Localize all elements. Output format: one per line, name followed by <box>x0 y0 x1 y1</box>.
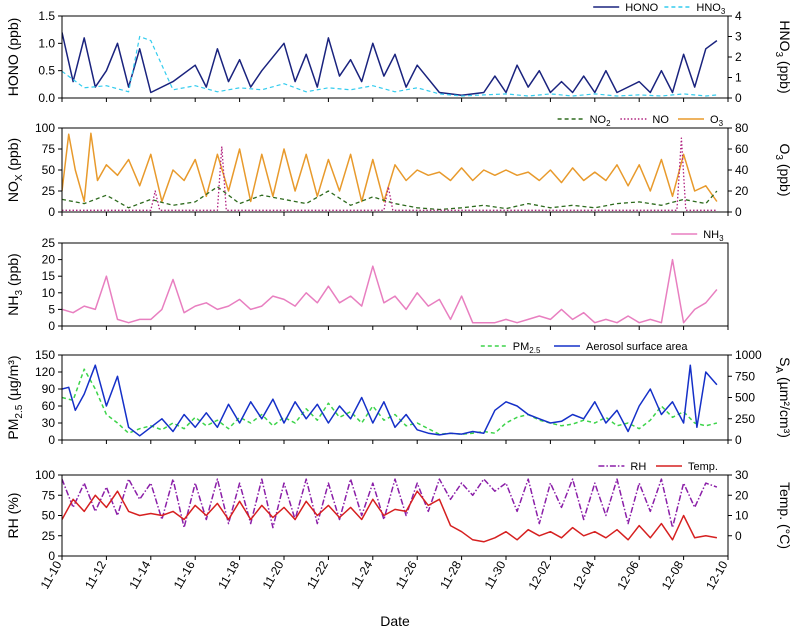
panel-4-legend-label-1: Temp. <box>688 461 718 473</box>
panel-0-left-tick-label-3: 1.5 <box>38 9 55 23</box>
x-tick-label-0: 11-10 <box>38 558 65 591</box>
panel-0-series-1-line <box>62 35 717 97</box>
panel-2-left-tick-label-1: 5 <box>48 302 55 316</box>
x-tick-label-14: 12-08 <box>659 558 687 592</box>
panel-3-left-tick-label-0: 0 <box>48 433 55 447</box>
x-tick-label-1: 11-12 <box>82 558 109 591</box>
panel-3-left-tick-label-3: 90 <box>42 382 56 396</box>
x-axis-label: Date <box>380 613 410 629</box>
panel-2-series-0-line <box>62 258 718 324</box>
panel-3-legend-label-1: Aerosol surface area <box>586 341 688 353</box>
x-tick-label-10: 11-30 <box>482 558 509 591</box>
panel-1-left-tick-label-0: 0 <box>48 205 55 219</box>
panel-4-left-tick-label-1: 25 <box>42 529 56 543</box>
panel-1-left-tick-label-2: 50 <box>42 163 56 177</box>
panel-2-left-tick-label-3: 15 <box>42 269 56 283</box>
panel-0-right-axis-label: HNO3 (ppb) <box>773 20 793 93</box>
x-tick-label-2: 11-14 <box>126 558 153 591</box>
panel-4-right-tick-label-1: 10 <box>735 509 749 523</box>
panel-4-right-tick-label-2: 20 <box>735 488 749 502</box>
panel-4-left-axis-label: RH (%) <box>5 493 21 539</box>
panel-1-left-tick-label-1: 25 <box>42 184 56 198</box>
panel-1-series-1-line <box>62 186 718 211</box>
panel-2-frame <box>61 242 729 327</box>
panel-3-left-tick-label-4: 120 <box>35 365 55 379</box>
panel-2-left-tick-label-0: 0 <box>48 319 55 333</box>
x-tick-label-9: 11-28 <box>437 558 464 591</box>
panel-1-legend-label-2: O3 <box>710 114 724 128</box>
panel-3-right-tick-label-0: 0 <box>735 433 742 447</box>
x-tick-label-13: 12-06 <box>614 558 642 592</box>
panel-0-right-tick-label-0: 0 <box>735 91 742 105</box>
panel-4-left-tick-label-0: 0 <box>48 549 55 563</box>
panel-0-left-tick-label-2: 1.0 <box>38 36 55 50</box>
panel-3-right-tick-label-3: 750 <box>735 369 755 383</box>
panel-1-right-tick-label-0: 0 <box>735 205 742 219</box>
x-tick-label-7: 11-24 <box>348 558 375 591</box>
panel-3-series-1-line <box>62 364 718 437</box>
panel-1-series-0-line <box>62 132 718 203</box>
panel-0-right-tick-label-4: 4 <box>735 9 742 23</box>
panel-4-left-tick-label-4: 100 <box>35 468 55 482</box>
x-tick-label-3: 11-16 <box>171 558 198 591</box>
panel-3-left-tick-label-1: 30 <box>42 416 56 430</box>
x-tick-label-4: 11-18 <box>215 558 242 591</box>
panel-0-legend-label-1: HNO3 <box>696 2 725 16</box>
panel-1-right-tick-label-4: 80 <box>735 121 749 135</box>
x-tick-label-8: 11-26 <box>393 558 420 591</box>
panel-1-legend-label-1: NO <box>652 114 669 126</box>
panel-3-right-axis-label: SA (µm²/cm³) <box>773 357 793 438</box>
panel-0-right-tick-label-3: 3 <box>735 30 742 44</box>
panel-3-left-axis-label: PM2.5 (µg/m³) <box>5 355 25 439</box>
panel-2-legend-label-0: NH3 <box>703 229 724 243</box>
panel-1-legend-label-0: NO2 <box>590 114 612 128</box>
panel-2-left-tick-label-5: 25 <box>42 236 56 250</box>
panel-1-right-tick-label-3: 60 <box>735 142 749 156</box>
panel-4-left-tick-label-3: 75 <box>42 488 56 502</box>
x-tick-label-5: 11-20 <box>260 558 287 591</box>
panel-4-right-tick-label-0: 0 <box>735 529 742 543</box>
panel-2-left-tick-label-4: 20 <box>42 253 56 267</box>
panel-0-legend-label-0: HONO <box>625 2 658 14</box>
panel-1-left-tick-label-3: 75 <box>42 142 56 156</box>
panel-0-series-0-line <box>62 32 718 97</box>
panel-3-right-tick-label-1: 250 <box>735 412 755 426</box>
panel-4-right-axis-label: Temp. (°C) <box>777 482 793 549</box>
x-tick-label-15: 12-10 <box>703 558 731 592</box>
panel-3-legend-label-0: PM2.5 <box>513 341 541 355</box>
panel-2-left-axis-label: NH3 (ppb) <box>5 253 25 315</box>
panel-0-left-axis-label: HONO (ppb) <box>5 18 21 97</box>
panel-0-right-tick-label-2: 2 <box>735 50 742 64</box>
panel-4-left-tick-label-2: 50 <box>42 509 56 523</box>
panel-4-series-1-line <box>62 490 718 543</box>
panel-2-left-tick-label-2: 10 <box>42 286 56 300</box>
panel-3-left-tick-label-5: 150 <box>35 348 55 362</box>
x-tick-label-6: 11-22 <box>304 558 331 591</box>
panel-3-right-tick-label-2: 500 <box>735 391 755 405</box>
panel-1-series-2-line <box>62 137 717 211</box>
panel-3-series-0-line <box>62 368 718 436</box>
panel-0-left-tick-label-1: 0.5 <box>38 64 55 78</box>
panel-3-right-tick-label-4: 1000 <box>735 348 762 362</box>
panel-0-right-tick-label-1: 1 <box>735 71 742 85</box>
panel-0-frame <box>61 15 729 99</box>
panel-4-series-0-line <box>62 478 718 529</box>
panel-0-left-tick-label-0: 0.0 <box>38 91 55 105</box>
panel-3-left-tick-label-2: 60 <box>42 399 56 413</box>
x-tick-label-12: 12-04 <box>570 558 598 592</box>
panel-1-right-axis-label: O3 (ppb) <box>773 143 793 196</box>
panel-4-right-tick-label-3: 30 <box>735 468 749 482</box>
panel-1-right-tick-label-2: 40 <box>735 163 749 177</box>
panel-4-legend-label-0: RH <box>630 461 646 473</box>
x-tick-label-11: 12-02 <box>526 558 554 592</box>
panel-1-right-tick-label-1: 20 <box>735 184 749 198</box>
panel-1-left-axis-label: NOX (ppb) <box>5 138 25 202</box>
panel-1-left-tick-label-4: 100 <box>35 121 55 135</box>
